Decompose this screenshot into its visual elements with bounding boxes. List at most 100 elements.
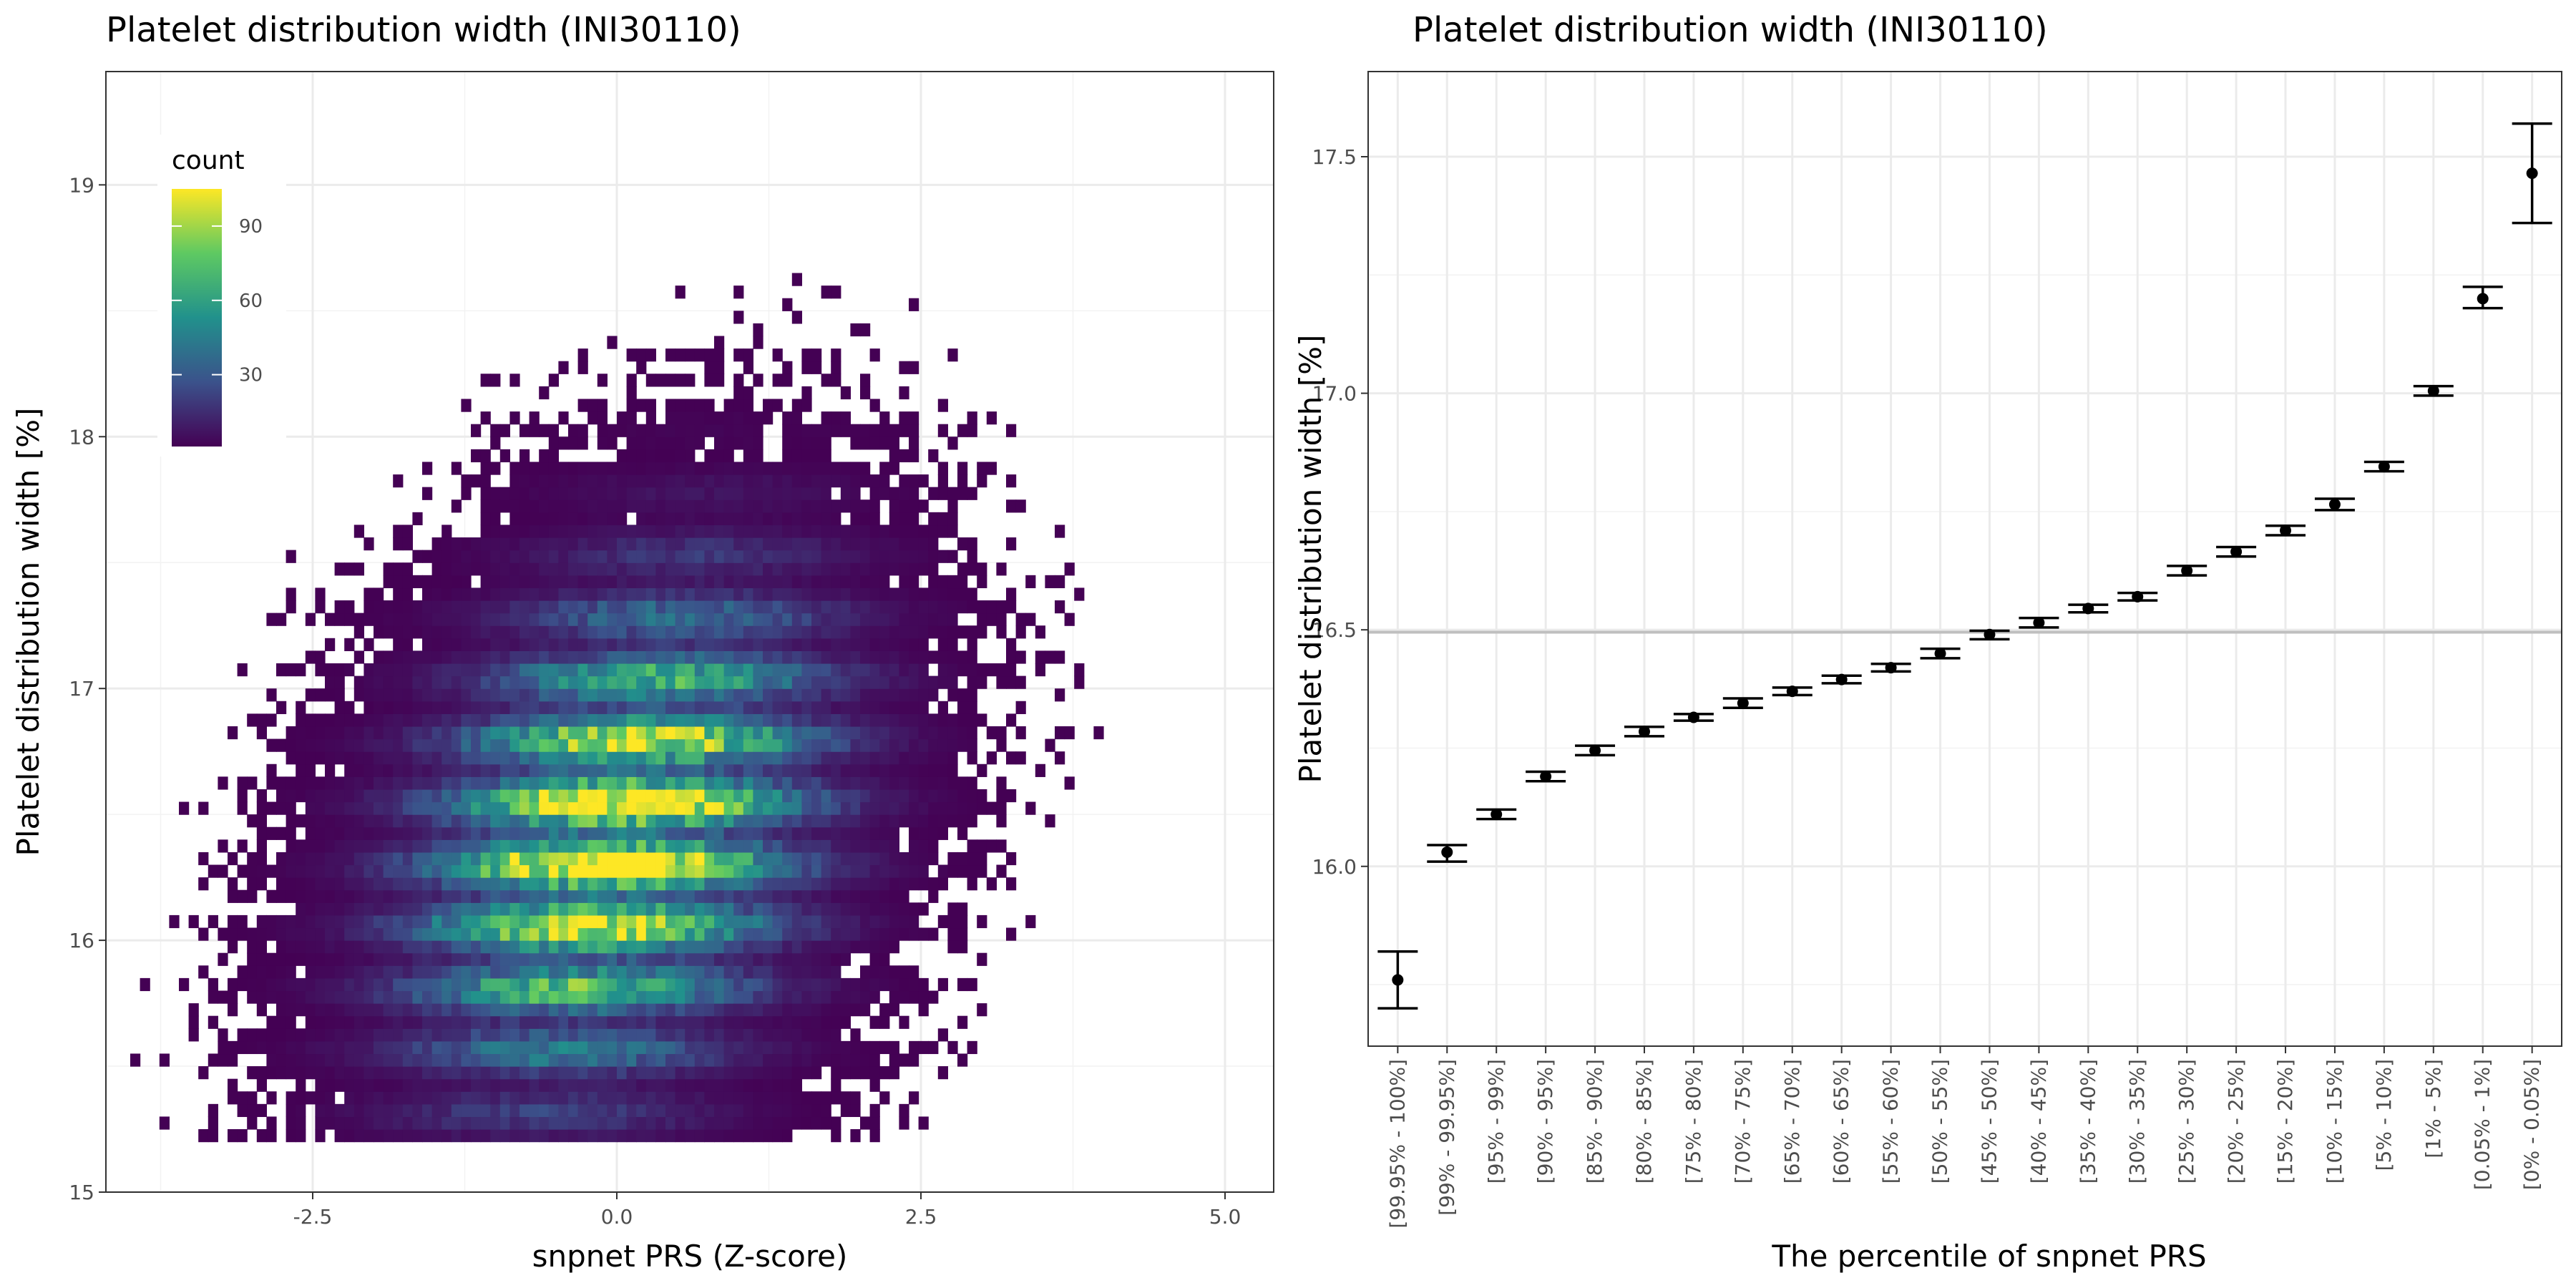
heatmap-cell	[645, 713, 656, 727]
heatmap-cell	[334, 726, 345, 740]
heatmap-cell	[402, 1053, 413, 1067]
heatmap-cell	[519, 927, 530, 941]
heatmap-cell	[860, 763, 871, 777]
heatmap-cell	[490, 977, 501, 992]
heatmap-cell	[374, 1129, 384, 1143]
heatmap-cell	[577, 650, 588, 664]
heatmap-cell	[471, 474, 482, 488]
heatmap-cell	[918, 751, 929, 765]
heatmap-cell	[539, 1078, 550, 1092]
heatmap-cell	[821, 940, 831, 954]
heatmap-cell	[607, 525, 618, 538]
heatmap-cell	[879, 726, 890, 740]
heatmap-cell	[772, 965, 783, 979]
heatmap-cell	[519, 474, 530, 488]
heatmap-cell	[743, 411, 753, 425]
heatmap-cell	[909, 864, 919, 878]
heatmap-cell	[957, 424, 968, 437]
heatmap-cell	[821, 977, 831, 992]
heatmap-cell	[383, 977, 394, 992]
heatmap-cell	[879, 424, 890, 437]
heatmap-cell	[325, 663, 336, 677]
heatmap-cell	[353, 525, 364, 538]
heatmap-cell	[256, 1129, 267, 1143]
heatmap-cell	[334, 864, 345, 878]
heatmap-cell	[471, 613, 482, 626]
heatmap-cell	[840, 889, 851, 903]
heatmap-cell	[499, 864, 510, 878]
heatmap-cell	[723, 814, 734, 828]
heatmap-cell	[928, 889, 939, 903]
heatmap-cell	[791, 826, 802, 840]
heatmap-cell	[636, 550, 647, 563]
heatmap-cell	[577, 1053, 588, 1067]
heatmap-cell	[850, 1103, 861, 1118]
heatmap-cell	[645, 613, 656, 626]
heatmap-cell	[899, 575, 909, 589]
heatmap-cell	[685, 839, 696, 853]
heatmap-cell	[412, 1053, 423, 1067]
heatmap-cell	[276, 990, 287, 1004]
mean-point	[1392, 974, 1404, 986]
heatmap-cell	[315, 902, 326, 916]
heatmap-cell	[801, 763, 812, 777]
heatmap-cell	[665, 575, 676, 589]
heatmap-cell	[782, 927, 793, 941]
heatmap-cell	[568, 462, 579, 475]
heatmap-cell	[539, 965, 550, 979]
heatmap-cell	[577, 889, 588, 903]
heatmap-cell	[305, 1015, 316, 1029]
heatmap-cell	[237, 1028, 248, 1042]
heatmap-cell	[548, 852, 559, 866]
heatmap-cell	[509, 839, 520, 853]
heatmap-cell	[441, 1015, 452, 1029]
heatmap-cell	[763, 952, 774, 966]
heatmap-cell	[490, 814, 501, 828]
heatmap-cell	[665, 776, 676, 790]
heatmap-cell	[694, 826, 705, 840]
heatmap-cell	[860, 877, 871, 891]
heatmap-cell	[791, 675, 802, 689]
heatmap-cell	[412, 613, 423, 626]
heatmap-cell	[840, 852, 851, 866]
heatmap-cell	[831, 952, 841, 966]
heatmap-cell	[490, 487, 501, 500]
heatmap-cell	[607, 562, 618, 576]
heatmap-cell	[986, 663, 997, 677]
heatmap-cell	[431, 537, 442, 551]
heatmap-cell	[791, 474, 802, 488]
heatmap-cell	[344, 877, 355, 891]
heatmap-cell	[791, 436, 802, 450]
mean-point	[2328, 498, 2341, 510]
heatmap-cell	[733, 374, 744, 387]
heatmap-cell	[344, 1116, 355, 1130]
heatmap-cell	[831, 927, 841, 941]
heatmap-cell	[558, 613, 569, 626]
heatmap-cell	[509, 1129, 520, 1143]
heatmap-cell	[529, 424, 540, 437]
heatmap-cell	[918, 550, 929, 563]
heatmap-cell	[869, 575, 880, 589]
heatmap-cell	[208, 1116, 218, 1130]
heatmap-cell	[597, 374, 608, 387]
heatmap-cell	[568, 801, 579, 815]
heatmap-cell	[529, 512, 540, 526]
heatmap-cell	[412, 713, 423, 727]
heatmap-cell	[607, 1129, 618, 1143]
heatmap-cell	[772, 525, 783, 538]
heatmap-cell	[617, 940, 628, 954]
mean-point	[2082, 602, 2094, 615]
heatmap-cell	[519, 575, 530, 589]
heatmap-cell	[461, 587, 472, 601]
heatmap-cell	[977, 952, 987, 966]
heatmap-cell	[714, 487, 725, 500]
heatmap-cell	[529, 1116, 540, 1130]
heatmap-cell	[374, 814, 384, 828]
heatmap-cell	[860, 613, 871, 626]
heatmap-cell	[364, 738, 374, 752]
heatmap-cell	[480, 537, 491, 551]
heatmap-cell	[791, 512, 802, 526]
heatmap-cell	[753, 336, 763, 349]
heatmap-cell	[568, 952, 579, 966]
heatmap-cell	[694, 726, 705, 740]
